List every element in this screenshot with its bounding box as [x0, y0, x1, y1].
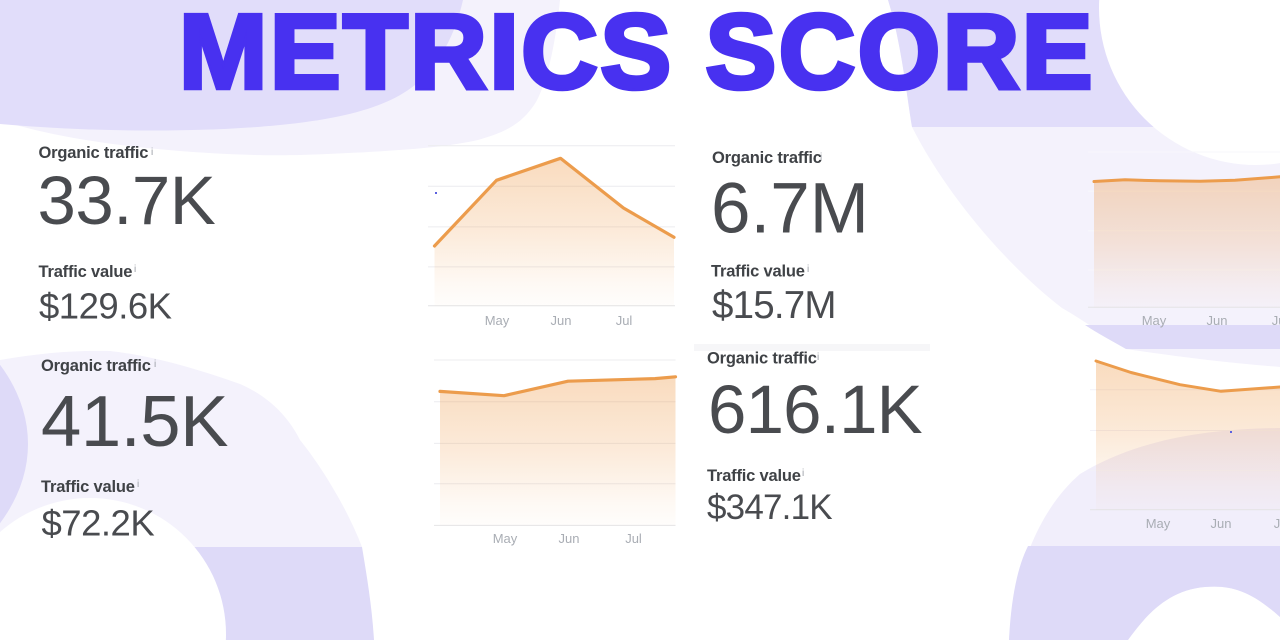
svg-text:6.7M: 6.7M	[711, 170, 869, 249]
svg-text:May: May	[485, 313, 510, 328]
svg-text:Jul: Jul	[616, 313, 633, 328]
svg-text:i: i	[820, 152, 822, 163]
svg-text:i: i	[137, 479, 139, 490]
svg-text:$347.1K: $347.1K	[707, 488, 832, 527]
svg-text:$15.7M: $15.7M	[712, 284, 836, 327]
svg-text:i: i	[802, 468, 804, 479]
svg-text:May: May	[1146, 516, 1171, 531]
svg-text:33.7K: 33.7K	[38, 162, 216, 239]
svg-text:Organic traffic: Organic traffic	[712, 149, 822, 167]
svg-text:Traffic value: Traffic value	[711, 263, 805, 281]
svg-text:May: May	[493, 531, 518, 546]
svg-text:May: May	[1142, 313, 1167, 328]
svg-text:Organic traffic: Organic traffic	[39, 144, 149, 162]
svg-text:Jun: Jun	[559, 531, 580, 546]
svg-text:i: i	[817, 352, 819, 363]
svg-text:$129.6K: $129.6K	[39, 286, 172, 327]
svg-text:Jun: Jun	[551, 313, 572, 328]
svg-text:i: i	[151, 147, 153, 158]
svg-text:Jul: Jul	[625, 531, 642, 546]
svg-text:41.5K: 41.5K	[41, 381, 228, 462]
svg-text:Jun: Jun	[1207, 313, 1228, 328]
svg-text:METRICS SCORE: METRICS SCORE	[179, 0, 1095, 111]
svg-text:i: i	[154, 359, 156, 370]
svg-text:$72.2K: $72.2K	[42, 503, 155, 544]
svg-text:Traffic value: Traffic value	[707, 467, 801, 485]
svg-text:Jul: Jul	[1274, 516, 1280, 531]
svg-text:i: i	[134, 264, 136, 275]
svg-text:Jun: Jun	[1211, 516, 1232, 531]
svg-text:Traffic value: Traffic value	[39, 263, 133, 281]
svg-text:Organic traffic: Organic traffic	[707, 350, 817, 368]
svg-text:i: i	[807, 264, 809, 275]
svg-text:Traffic value: Traffic value	[41, 478, 135, 496]
svg-text:Jul: Jul	[1272, 313, 1280, 328]
svg-text:Organic traffic: Organic traffic	[41, 357, 151, 375]
svg-text:616.1K: 616.1K	[708, 371, 923, 448]
